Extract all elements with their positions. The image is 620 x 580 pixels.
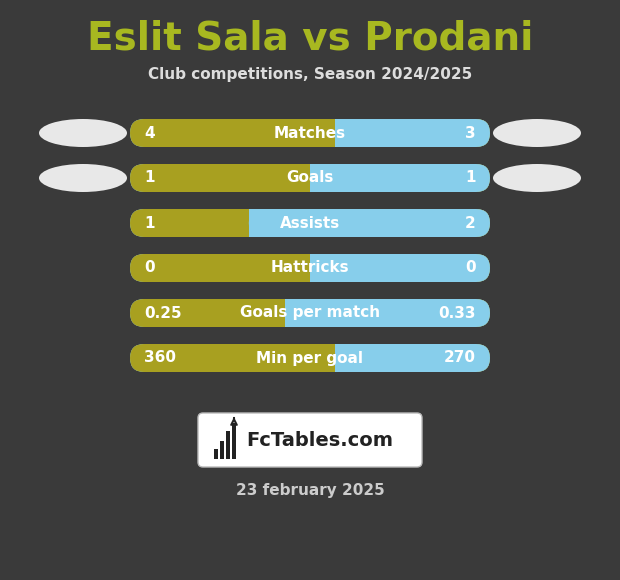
- FancyBboxPatch shape: [335, 344, 490, 372]
- Text: 270: 270: [444, 350, 476, 365]
- FancyBboxPatch shape: [130, 209, 490, 237]
- Ellipse shape: [39, 164, 127, 192]
- Text: Min per goal: Min per goal: [257, 350, 363, 365]
- FancyBboxPatch shape: [310, 254, 490, 282]
- Bar: [285, 299, 299, 327]
- Text: Assists: Assists: [280, 216, 340, 230]
- Text: 0.25: 0.25: [144, 306, 182, 321]
- FancyBboxPatch shape: [310, 164, 490, 192]
- FancyBboxPatch shape: [130, 119, 490, 147]
- Text: Goals: Goals: [286, 171, 334, 186]
- Text: Goals per match: Goals per match: [240, 306, 380, 321]
- Text: 1: 1: [466, 171, 476, 186]
- Bar: [232, 423, 236, 459]
- Text: 0: 0: [144, 260, 154, 276]
- Text: 23 february 2025: 23 february 2025: [236, 483, 384, 498]
- FancyBboxPatch shape: [130, 164, 490, 192]
- Text: 0: 0: [466, 260, 476, 276]
- Bar: [249, 209, 263, 237]
- Text: 4: 4: [144, 125, 154, 140]
- Bar: [226, 431, 230, 459]
- FancyBboxPatch shape: [130, 254, 490, 282]
- FancyBboxPatch shape: [130, 209, 490, 237]
- FancyBboxPatch shape: [130, 164, 490, 192]
- FancyBboxPatch shape: [249, 209, 490, 237]
- Bar: [335, 344, 349, 372]
- FancyBboxPatch shape: [285, 299, 490, 327]
- FancyBboxPatch shape: [198, 413, 422, 467]
- FancyBboxPatch shape: [130, 299, 490, 327]
- Text: 2: 2: [465, 216, 476, 230]
- Bar: [310, 254, 324, 282]
- Text: Matches: Matches: [274, 125, 346, 140]
- Ellipse shape: [39, 119, 127, 147]
- Text: Eslit Sala vs Prodani: Eslit Sala vs Prodani: [87, 19, 533, 57]
- Text: FcTables.com: FcTables.com: [246, 430, 393, 450]
- Bar: [220, 441, 224, 459]
- Ellipse shape: [493, 119, 581, 147]
- FancyBboxPatch shape: [130, 299, 490, 327]
- Text: 360: 360: [144, 350, 176, 365]
- Bar: [310, 164, 324, 192]
- Text: Club competitions, Season 2024/2025: Club competitions, Season 2024/2025: [148, 67, 472, 82]
- FancyBboxPatch shape: [130, 254, 490, 282]
- FancyBboxPatch shape: [335, 119, 490, 147]
- FancyBboxPatch shape: [130, 344, 490, 372]
- Text: Hattricks: Hattricks: [271, 260, 349, 276]
- Text: 1: 1: [144, 171, 154, 186]
- FancyBboxPatch shape: [130, 119, 490, 147]
- Bar: [335, 119, 349, 147]
- Text: 0.33: 0.33: [438, 306, 476, 321]
- Ellipse shape: [493, 164, 581, 192]
- Bar: [214, 449, 218, 459]
- Text: 1: 1: [144, 216, 154, 230]
- Text: 3: 3: [466, 125, 476, 140]
- FancyBboxPatch shape: [130, 344, 490, 372]
